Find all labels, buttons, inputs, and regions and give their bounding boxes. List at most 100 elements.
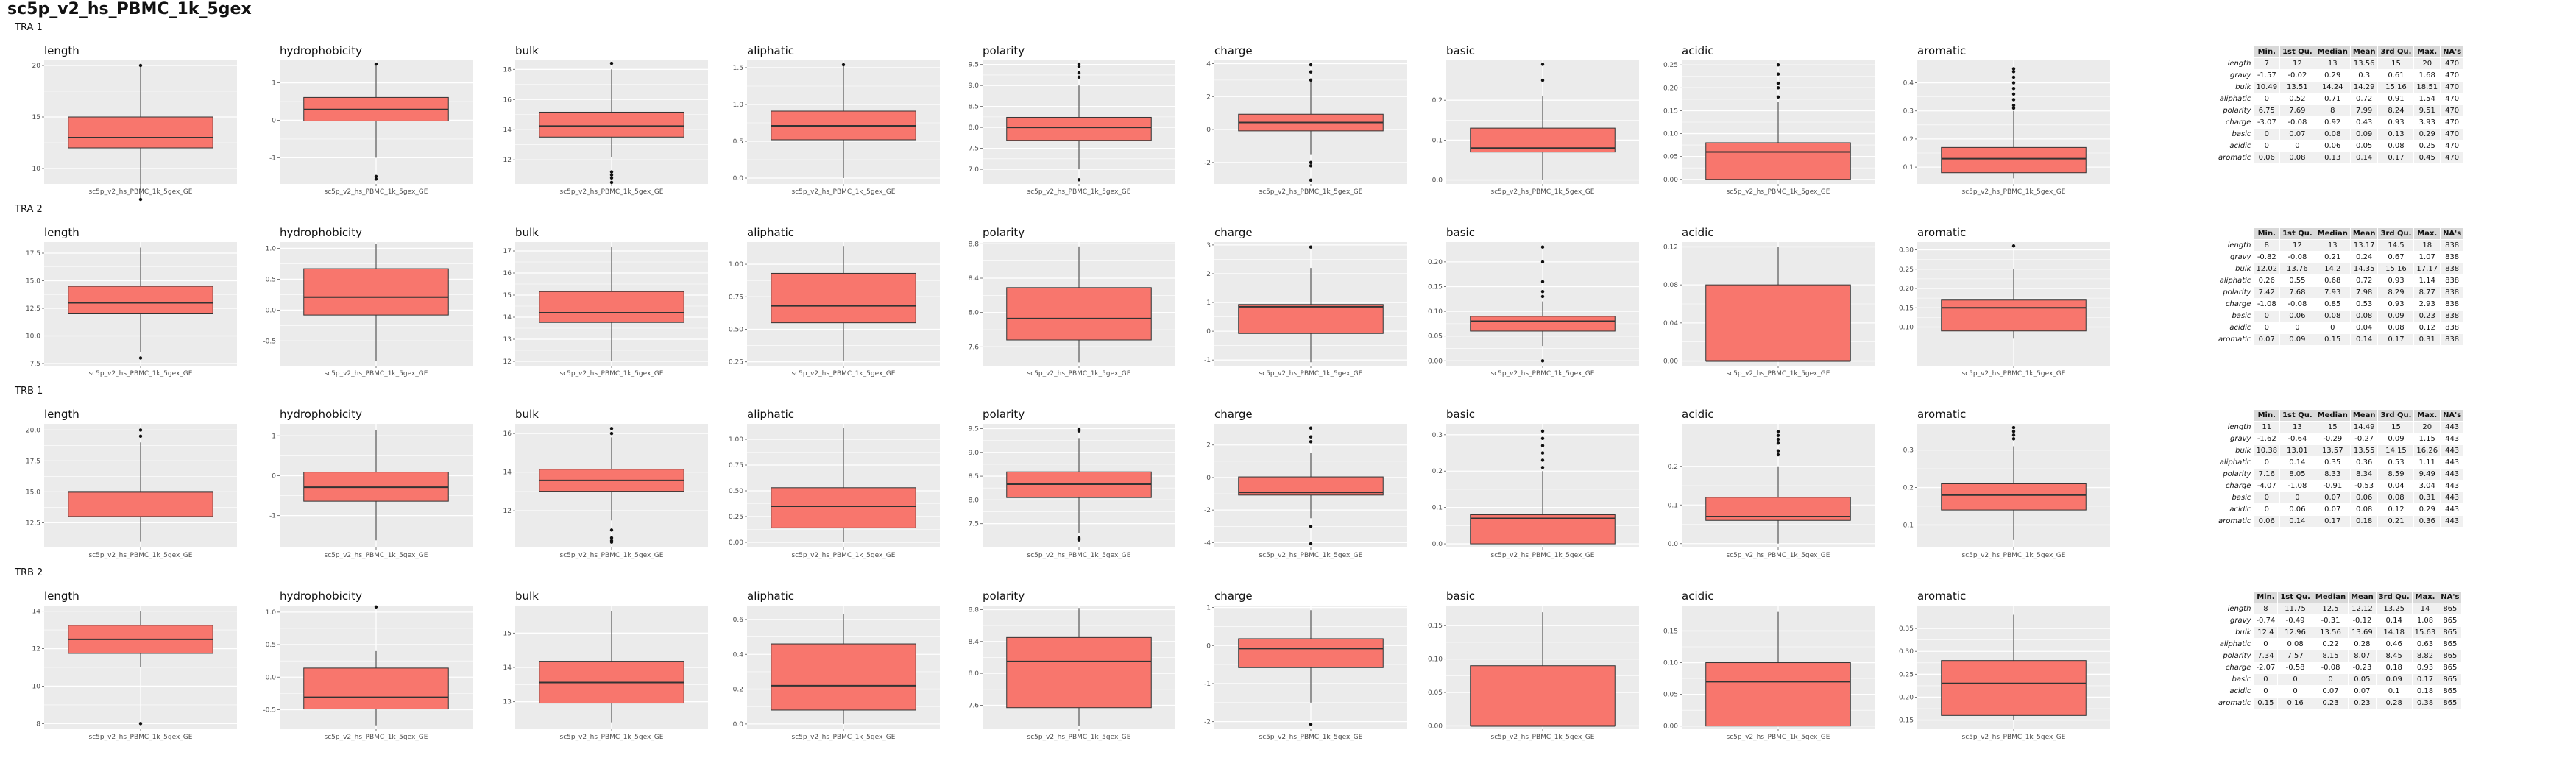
y-tick-label: 12.5 — [26, 519, 40, 527]
box — [1705, 142, 1851, 180]
boxplot-panel: length 10 15 20 sc5p_v2_hs_PBMC_1k_5gex_GE — [15, 44, 243, 221]
panel-title: aromatic — [1917, 226, 1967, 239]
table-cell: -0.23 — [2352, 664, 2372, 672]
y-tick-label: 13 — [503, 336, 512, 344]
table-cell: 7.68 — [2280, 287, 2315, 298]
y-tick-label: 0.4 — [733, 651, 744, 659]
table-header: NA's — [2441, 410, 2464, 421]
y-tick-label: 0.3 — [1903, 108, 1914, 116]
panel-title: length — [44, 589, 79, 603]
table-cell: 0.93 — [2388, 300, 2405, 308]
panel-title: bulk — [515, 589, 539, 603]
table-cell: 0.04 — [2356, 324, 2373, 332]
y-tick-label: 0.20 — [1899, 286, 1914, 293]
boxplot-svg: 0.10 0.15 0.20 0.25 0.30 sc5p_v2_hs_PBMC_1k_5… — [1899, 242, 2110, 377]
outlier-point — [1776, 433, 1780, 437]
x-tick-label: sc5p_v2_hs_PBMC_1k_5gex_GE — [560, 188, 664, 196]
table-row: bulk 10.38 13.01 13.57 13.55 14.15 16.26 443 — [2216, 445, 2464, 456]
outlier-point — [2011, 425, 2016, 430]
panel-title: charge — [1214, 408, 1253, 421]
y-tick-label: 16 — [503, 96, 512, 104]
table-row: aromatic 0.15 0.16 0.23 0.23 0.28 0.38 865 — [2216, 698, 2462, 709]
table-cell: 0.68 — [2324, 277, 2341, 285]
outlier-point — [1540, 458, 1545, 462]
box — [539, 111, 684, 138]
y-tick-label: 0.1 — [1432, 505, 1443, 512]
table-cell: 443 — [2441, 445, 2464, 456]
outlier-point — [1776, 453, 1780, 457]
table-row: basic 0 0 0 0.05 0.09 0.17 865 — [2216, 674, 2462, 685]
table-cell: -2.07 — [2256, 664, 2276, 672]
boxplot-svg: 0.00 0.04 0.08 0.12 sc5p_v2_hs_PBMC_1k_5gex_… — [1663, 242, 1875, 377]
y-tick-label: 1.00 — [729, 436, 743, 444]
table-cell: 0.24 — [2356, 253, 2373, 261]
table-cell: 0 — [2263, 640, 2268, 648]
boxplot-svg: 10 15 20 sc5p_v2_hs_PBMC_1k_5gex_GE — [32, 60, 237, 202]
table-cell: 0.61 — [2388, 71, 2405, 79]
box — [68, 491, 213, 517]
x-tick-label: sc5p_v2_hs_PBMC_1k_5gex_GE — [1027, 370, 1131, 377]
table-cell: 0.08 — [2388, 142, 2405, 150]
boxplot-svg: 12 13 14 15 16 17 sc5p_v2_hs_PBMC_1k_5gex_GE — [503, 242, 708, 377]
table-cell: -0.12 — [2352, 617, 2372, 625]
y-tick-label: 0.00 — [1663, 177, 1678, 184]
table-cell: 0 — [2263, 687, 2268, 695]
y-tick-label: 0.35 — [1899, 625, 1914, 633]
y-tick-label: 14 — [503, 664, 512, 672]
outlier-point — [609, 528, 614, 532]
boxplot-panel: charge -1 0 1 2 3 sc5p_v2_hs_PBMC_1k_5gex_GE — [1185, 226, 1413, 402]
table-cell: 8 — [2254, 240, 2280, 251]
outlier-point — [1309, 723, 1313, 726]
y-tick-label: 17.5 — [26, 458, 40, 465]
y-tick-label: 0.05 — [1428, 333, 1443, 341]
table-cell: 0.15 — [2315, 334, 2350, 345]
table-cell: 14.2 — [2315, 263, 2350, 274]
panel-title: bulk — [515, 408, 539, 421]
table-cell: 0.22 — [2322, 640, 2339, 648]
y-tick-label: 0.0 — [266, 307, 277, 314]
y-tick-label: 8.0 — [969, 310, 980, 317]
y-tick-label: 7.6 — [969, 344, 980, 351]
y-tick-label: 0.4 — [1903, 80, 1914, 88]
x-tick-label: sc5p_v2_hs_PBMC_1k_5gex_GE — [1727, 734, 1830, 741]
table-cell: 470 — [2441, 82, 2464, 93]
table-cell: 0.07 — [2354, 687, 2371, 695]
y-tick-label: -0.5 — [263, 338, 276, 345]
table-cell: 7.42 — [2254, 287, 2280, 298]
boxplot-svg: -0.5 0.0 0.5 1.0 sc5p_v2_hs_PBMC_1k_5gex_GE — [263, 242, 473, 377]
y-tick-label: 0.15 — [1428, 283, 1443, 291]
table-row-label: aliphatic — [2216, 457, 2254, 468]
y-tick-label: 1.5 — [733, 65, 743, 72]
table-cell: 7.93 — [2315, 287, 2350, 298]
table-cell: 0 — [2264, 142, 2269, 150]
outlier-point — [1540, 78, 1545, 82]
boxplot-panel: hydrophobicity -1 0 1 sc5p_v2_hs_PBMC_1k_5ge… — [250, 44, 478, 221]
table-row: charge -3.07 -0.08 0.92 0.43 0.93 3.93 470 — [2216, 117, 2463, 128]
table-cell: 0.23 — [2313, 698, 2349, 709]
table-cell: 12.96 — [2278, 627, 2313, 638]
table-cell: 7.98 — [2350, 287, 2378, 298]
table-row: gravy -0.74 -0.49 -0.31 -0.12 0.14 1.08 865 — [2216, 615, 2461, 626]
table-header: Max. — [2414, 46, 2441, 57]
box — [539, 291, 684, 323]
table-cell: 838 — [2445, 253, 2460, 261]
y-tick-label: 0.2 — [1903, 136, 1914, 143]
table-cell: 0.23 — [2414, 311, 2441, 322]
y-tick-label: 9.0 — [969, 82, 980, 90]
table-cell: 0.08 — [2287, 640, 2304, 648]
y-tick-label: 0 — [272, 117, 276, 124]
outlier-point — [609, 540, 614, 544]
table-cell: 0.06 — [2254, 152, 2280, 163]
table-cell: 470 — [2441, 152, 2464, 163]
boxplot-svg: 0.15 0.20 0.25 0.30 0.35 sc5p_v2_hs_PBMC_1k_5… — [1899, 606, 2110, 741]
boxplot-svg: 12.5 15.0 17.5 20.0 sc5p_v2_hs_PBMC_1k_5gex_… — [26, 424, 237, 559]
table-row: charge -4.07 -1.08 -0.91 -0.53 0.04 3.04 443 — [2216, 480, 2463, 492]
y-tick-label: 16 — [503, 270, 512, 277]
table-cell: 0 — [2254, 674, 2278, 685]
x-tick-label: sc5p_v2_hs_PBMC_1k_5gex_GE — [792, 370, 896, 377]
table-row: charge -2.07 -0.58 -0.08 -0.23 0.18 0.93 865 — [2216, 662, 2461, 673]
table-cell: 0.14 — [2350, 152, 2378, 163]
table-cell: 20 — [2414, 422, 2441, 433]
outlier-point — [374, 605, 378, 609]
table-cell: 838 — [2441, 334, 2464, 345]
